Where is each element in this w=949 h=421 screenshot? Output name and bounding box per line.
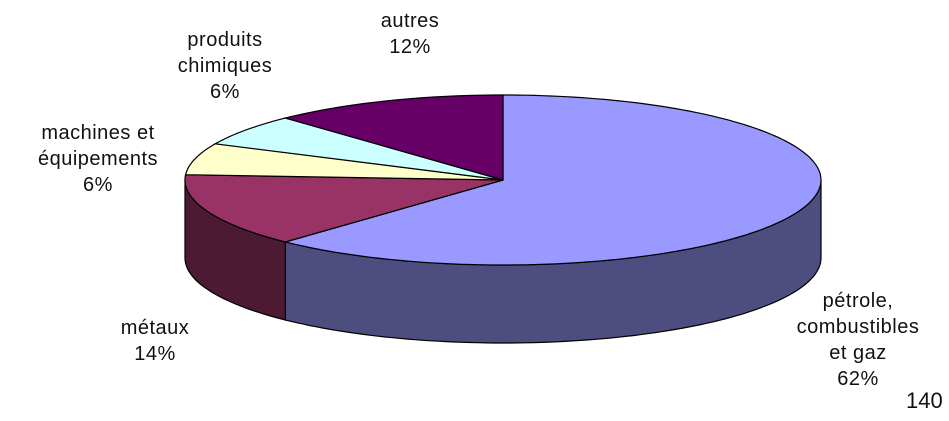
slice <box>282 94 822 266</box>
category-label: métaux <box>120 317 190 339</box>
category-label: machines et équipements <box>37 122 159 170</box>
category-label: produits chimiques <box>177 29 273 77</box>
slice <box>213 117 504 181</box>
slice-label: métaux 14% <box>121 315 190 367</box>
slice <box>184 174 504 243</box>
category-label: autres <box>380 10 440 32</box>
slice-label: pétrole, combustibles et gaz 62% <box>797 288 920 392</box>
slice <box>282 94 504 181</box>
value-label: 62% <box>837 368 879 390</box>
slice-label: autres 12% <box>381 8 440 60</box>
category-label: pétrole, combustibles et gaz <box>796 290 920 364</box>
value-label: 6% <box>83 174 113 196</box>
value-label: 6% <box>210 81 240 103</box>
value-label: 14% <box>134 343 176 365</box>
slice <box>184 143 504 181</box>
slice-label: produits chimiques 6% <box>178 27 273 105</box>
slice-label: machines et équipements 6% <box>38 120 158 198</box>
value-label: 12% <box>389 36 431 58</box>
annotation: 140 <box>906 388 943 413</box>
